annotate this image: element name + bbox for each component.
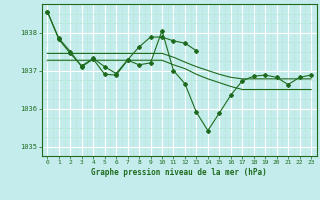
X-axis label: Graphe pression niveau de la mer (hPa): Graphe pression niveau de la mer (hPa) [91,168,267,177]
